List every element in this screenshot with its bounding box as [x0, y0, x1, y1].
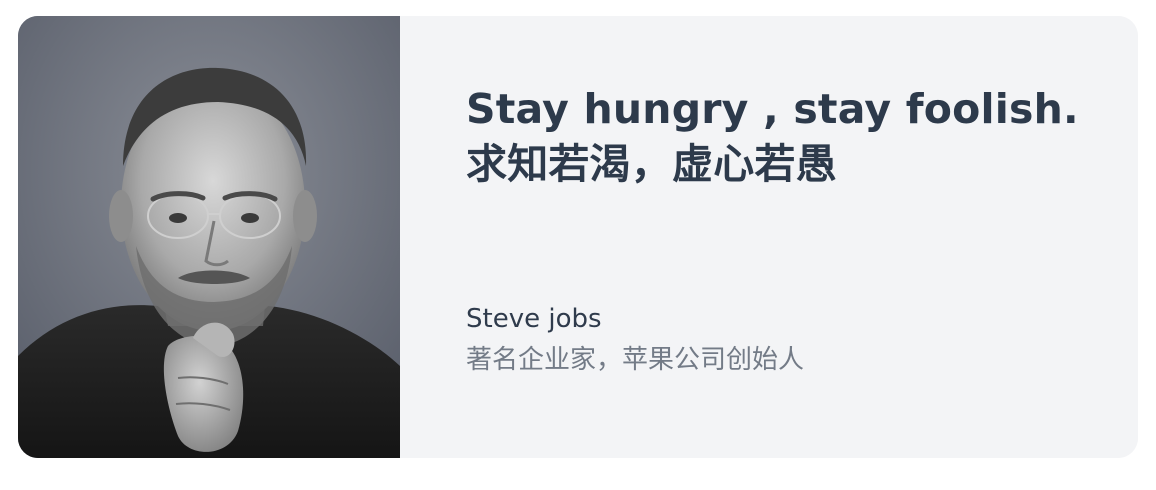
author-name: Steve jobs — [466, 304, 602, 334]
quote-line-english: Stay hungry , stay foolish. — [466, 85, 1079, 133]
quote-content: Stay hungry , stay foolish. 求知若渴，虚心若愚 St… — [400, 16, 1138, 458]
quote-text: Stay hungry , stay foolish. 求知若渴，虚心若愚 — [466, 82, 1079, 192]
author-description: 著名企业家，苹果公司创始人 — [466, 345, 805, 375]
quote-line-chinese: 求知若渴，虚心若愚 — [466, 140, 837, 188]
portrait-illustration — [18, 16, 400, 458]
author-info: Steve jobs 著名企业家，苹果公司创始人 — [466, 300, 804, 382]
quote-card: Stay hungry , stay foolish. 求知若渴，虚心若愚 St… — [18, 16, 1138, 458]
portrait-photo — [18, 16, 400, 458]
